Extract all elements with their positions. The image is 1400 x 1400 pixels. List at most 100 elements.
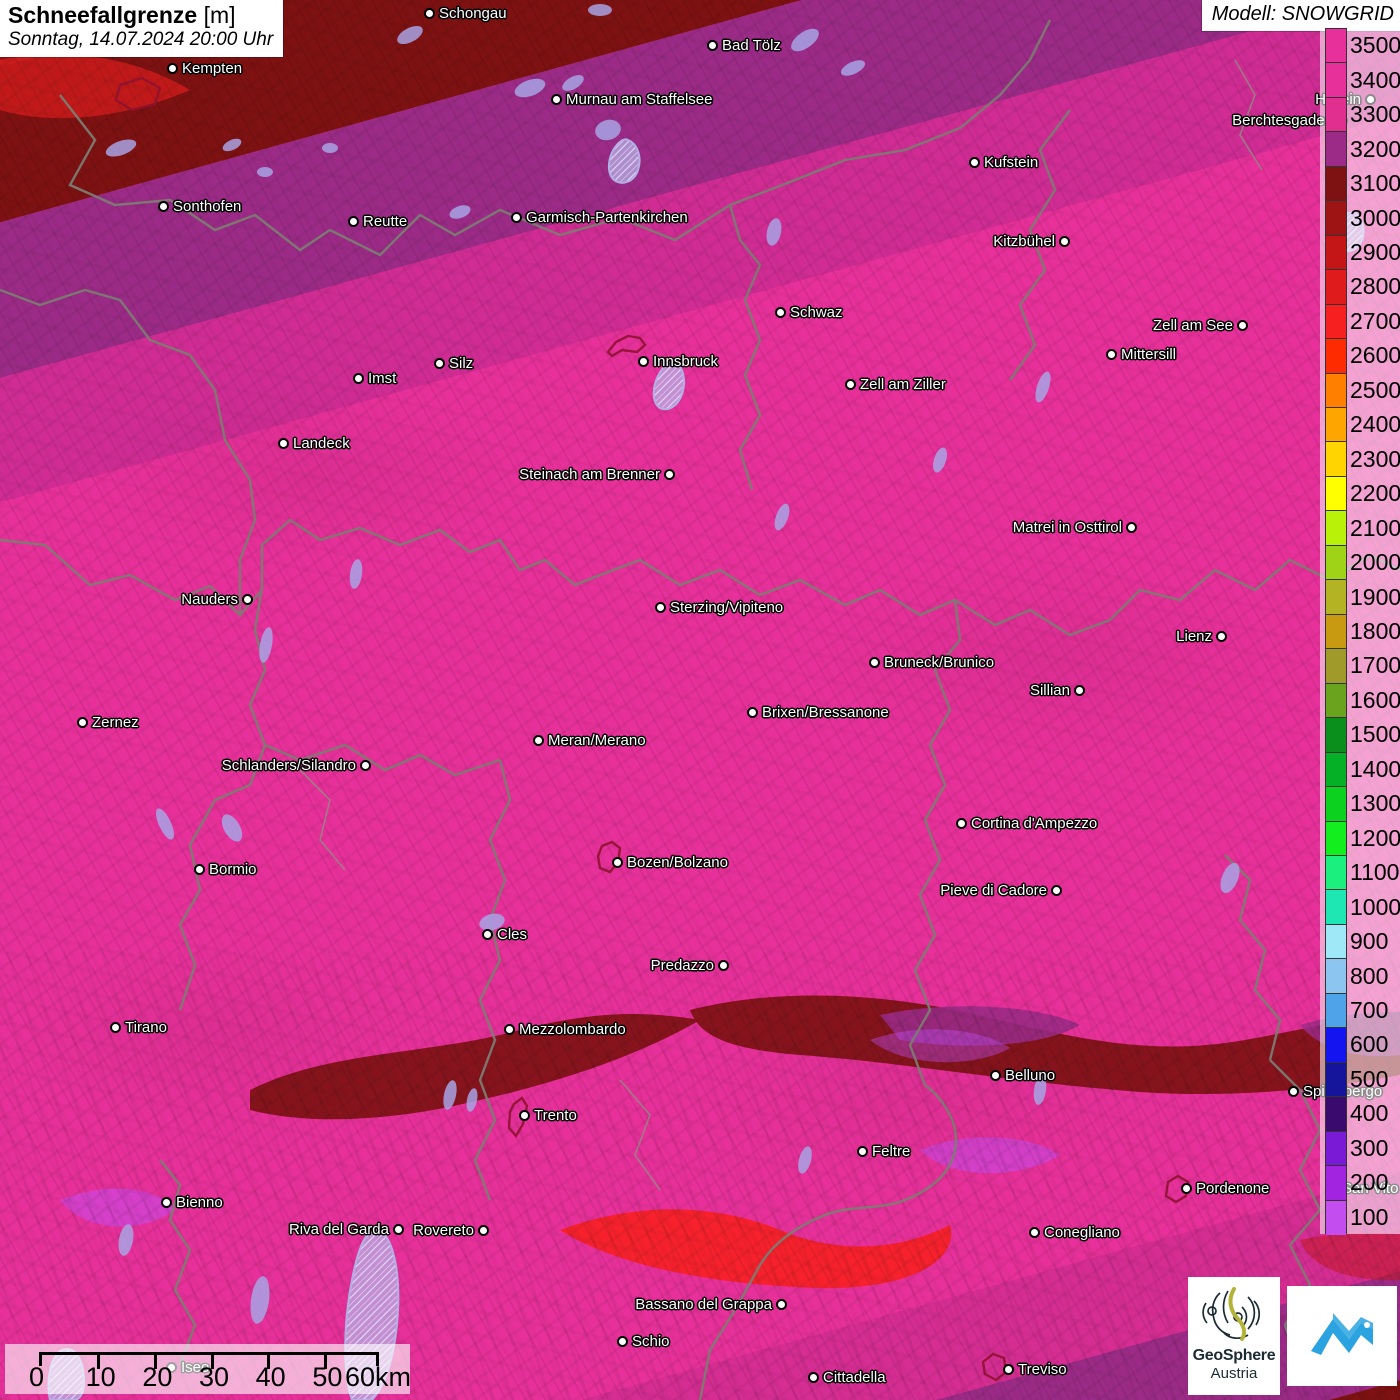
legend-label-100: 100 bbox=[1350, 1203, 1389, 1230]
legend-label-3300: 3300 bbox=[1350, 101, 1400, 128]
legend-swatch-300 bbox=[1326, 1131, 1346, 1167]
legend-label-strip: 3500 3400 3300 3200 3100 3000 2900 2800 2700 2600… bbox=[1350, 28, 1400, 1234]
title-datetime: Sonntag, 14.07.2024 20:00 Uhr bbox=[8, 28, 274, 50]
legend-label-1800: 1800 bbox=[1350, 618, 1400, 644]
scale-number-0: 0 bbox=[29, 1362, 45, 1392]
legend-swatch-3000 bbox=[1326, 201, 1346, 236]
legend-swatch-1400 bbox=[1326, 752, 1346, 788]
title-unit: [m] bbox=[203, 2, 236, 28]
legend-label-2300: 2300 bbox=[1350, 445, 1400, 472]
legend-swatch-3100 bbox=[1326, 166, 1346, 202]
scale-number-60km: 60km bbox=[345, 1362, 412, 1392]
legend-label-3500: 3500 bbox=[1350, 32, 1400, 59]
legend-label-600: 600 bbox=[1350, 1031, 1389, 1058]
legend-label-3200: 3200 bbox=[1350, 135, 1400, 162]
scale-number-20: 20 bbox=[142, 1362, 173, 1392]
legend-swatch-3300 bbox=[1326, 97, 1346, 133]
legend-swatch-1500 bbox=[1326, 718, 1346, 753]
title-box: Schneefallgrenze [m] Sonntag, 14.07.2024… bbox=[0, 0, 284, 58]
page-title: Schneefallgrenze [m] bbox=[8, 2, 273, 29]
legend-swatch-1000 bbox=[1326, 890, 1346, 925]
legend-swatch-strip bbox=[1325, 28, 1347, 1235]
terrain-hillshade-lowland bbox=[0, 952, 1400, 1400]
geosphere-logo-line2: Austria bbox=[1210, 1365, 1258, 1382]
legend-swatch-3400 bbox=[1326, 63, 1346, 98]
legend-label-1900: 1900 bbox=[1350, 583, 1400, 610]
lakes bbox=[105, 4, 1240, 1324]
model-label: Modell: SNOWGRID bbox=[1211, 3, 1394, 25]
geosphere-contour-icon bbox=[1202, 1287, 1260, 1341]
legend-swatch-100 bbox=[1326, 1200, 1346, 1235]
national-borders bbox=[0, 19, 1400, 1400]
legend-swatch-900 bbox=[1326, 924, 1346, 960]
legend-swatch-2900 bbox=[1326, 235, 1346, 271]
legend-swatch-600 bbox=[1326, 1028, 1346, 1063]
legend-label-2200: 2200 bbox=[1350, 480, 1400, 507]
legend-swatch-1700 bbox=[1326, 649, 1346, 684]
legend-swatch-1800 bbox=[1326, 614, 1346, 650]
legend-swatch-1100 bbox=[1326, 855, 1346, 891]
model-box: Modell: SNOWGRID bbox=[1201, 0, 1400, 31]
scale-tick-50 bbox=[323, 1355, 327, 1369]
legend-swatch-1300 bbox=[1326, 787, 1346, 822]
legend-label-300: 300 bbox=[1350, 1134, 1389, 1161]
legend-label-1500: 1500 bbox=[1350, 721, 1400, 748]
legend-swatch-400 bbox=[1326, 1097, 1346, 1132]
scale-bar: 0 10 20 30 40 50 60km bbox=[5, 1344, 412, 1394]
legend-swatch-500 bbox=[1326, 1062, 1346, 1098]
legend-label-2600: 2600 bbox=[1350, 342, 1400, 369]
scale-number-30: 30 bbox=[199, 1362, 230, 1392]
large-lakes bbox=[47, 138, 1365, 1400]
legend-label-1400: 1400 bbox=[1350, 755, 1400, 782]
legend-swatch-3500 bbox=[1326, 29, 1346, 64]
legend-swatch-200 bbox=[1326, 1166, 1346, 1201]
legend-label-2800: 2800 bbox=[1350, 273, 1400, 300]
legend-swatch-1600 bbox=[1326, 683, 1346, 719]
legend-label-1200: 1200 bbox=[1350, 824, 1400, 851]
legend-label-3100: 3100 bbox=[1350, 170, 1400, 197]
scale-number-40: 40 bbox=[255, 1362, 286, 1392]
legend-label-1300: 1300 bbox=[1350, 790, 1400, 817]
geosphere-austria-logo[interactable]: GeoSphere Austria bbox=[1188, 1277, 1280, 1395]
legend-swatch-2600 bbox=[1326, 339, 1346, 374]
legend-label-800: 800 bbox=[1350, 962, 1389, 989]
legend-swatch-800 bbox=[1326, 959, 1346, 994]
scale-tick-30 bbox=[210, 1355, 214, 1369]
legend-swatch-2200 bbox=[1326, 476, 1346, 512]
legend-swatch-2000 bbox=[1326, 545, 1346, 581]
legend-swatch-2300 bbox=[1326, 442, 1346, 477]
legend-swatch-2700 bbox=[1326, 304, 1346, 340]
legend-label-700: 700 bbox=[1350, 997, 1389, 1024]
regional-borders bbox=[299, 59, 1263, 1191]
legend-label-200: 200 bbox=[1350, 1169, 1389, 1196]
legend-label-1000: 1000 bbox=[1350, 893, 1400, 920]
scale-bar-ticks bbox=[39, 1352, 379, 1369]
legend-swatch-2400 bbox=[1326, 408, 1346, 443]
legend-swatch-3200 bbox=[1326, 132, 1346, 167]
legend-label-1700: 1700 bbox=[1350, 652, 1400, 679]
legend-swatch-1200 bbox=[1326, 821, 1346, 856]
legend-label-2000: 2000 bbox=[1350, 549, 1400, 576]
scale-tick-10 bbox=[97, 1355, 101, 1369]
legend-swatch-2100 bbox=[1326, 511, 1346, 546]
legend-colorbar[interactable]: 3500 3400 3300 3200 3100 3000 2900 2800 2700 2600… bbox=[1320, 28, 1400, 1235]
legend-label-2700: 2700 bbox=[1350, 307, 1400, 334]
legend-label-900: 900 bbox=[1350, 928, 1389, 955]
legend-swatch-2800 bbox=[1326, 270, 1346, 305]
avalanche-warning-logo[interactable] bbox=[1287, 1286, 1397, 1386]
legend-label-1600: 1600 bbox=[1350, 686, 1400, 713]
urban-outlines bbox=[114, 76, 1190, 1382]
legend-label-2900: 2900 bbox=[1350, 238, 1400, 265]
legend-label-3000: 3000 bbox=[1350, 204, 1400, 231]
scale-tick-40 bbox=[267, 1355, 271, 1369]
legend-swatch-2500 bbox=[1326, 373, 1346, 409]
legend-swatch-700 bbox=[1326, 993, 1346, 1029]
legend-label-2400: 2400 bbox=[1350, 411, 1400, 438]
legend-label-400: 400 bbox=[1350, 1100, 1389, 1127]
title-parameter: Schneefallgrenze bbox=[8, 2, 198, 28]
scale-number-50: 50 bbox=[312, 1362, 343, 1392]
